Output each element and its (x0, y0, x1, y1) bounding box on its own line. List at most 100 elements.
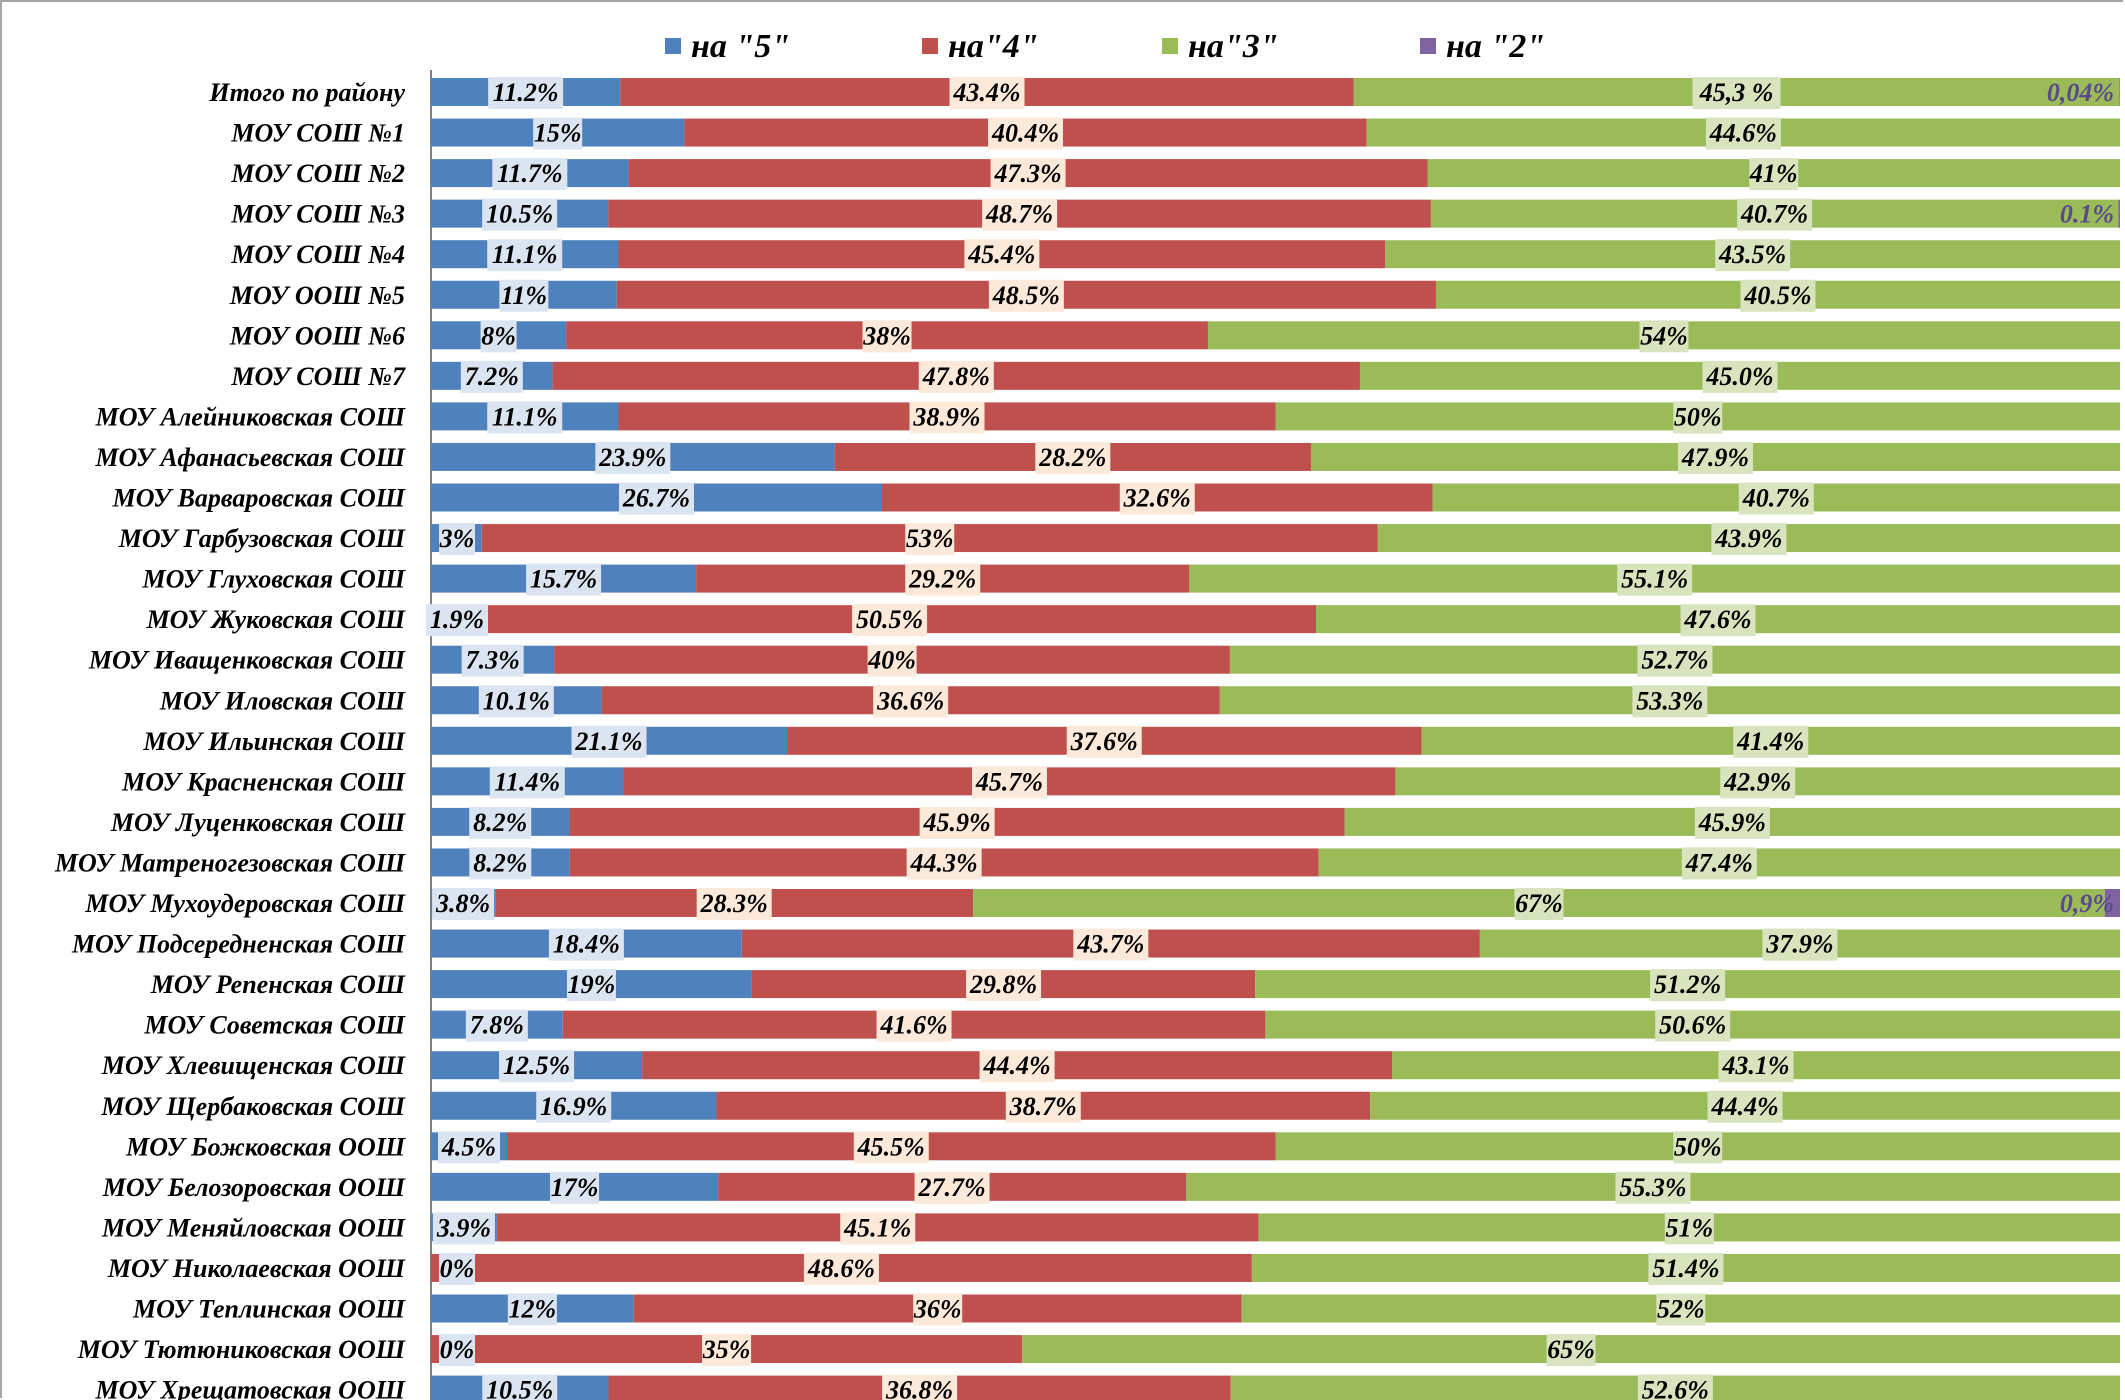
data-label-bg (487, 401, 563, 434)
data-label-bg (492, 158, 568, 191)
data-label: 0.1% (2060, 200, 2114, 229)
category-label: МОУ Щербаковская СОШ (100, 1092, 405, 1121)
data-label: 45.0% (1705, 362, 1773, 391)
data-label-bg (1035, 441, 1111, 474)
data-label: 51.4% (1652, 1254, 1719, 1283)
data-label: 11.2% (493, 78, 559, 107)
category-label: МОУ Советская СОШ (143, 1011, 405, 1040)
data-label-bg (971, 766, 1047, 799)
legend: на "5" на"4" на"3" на "2" (665, 28, 1545, 65)
data-label: 45.1% (843, 1213, 911, 1242)
category-label: МОУ Теплинская ООШ (132, 1295, 406, 1324)
data-label: 50% (1674, 402, 1722, 431)
category-label: МОУ Гарбузовская СОШ (118, 524, 406, 553)
category-label: МОУ Матреногезовская СОШ (54, 848, 406, 877)
data-label: 12.5% (503, 1051, 570, 1080)
data-label: 32.6% (1123, 484, 1191, 513)
data-label-bg (1650, 969, 1726, 1002)
data-label: 0% (440, 1254, 475, 1283)
data-label-bg (489, 766, 565, 799)
category-label: МОУ Белозоровская ООШ (102, 1173, 406, 1202)
data-label: 43.4% (952, 78, 1020, 107)
data-label-bg (482, 1374, 558, 1400)
category-label: МОУ Глуховская СОШ (142, 565, 406, 594)
data-label: 47.9% (1681, 443, 1749, 472)
data-label: 43.5% (1718, 240, 1786, 269)
data-label: 50% (1674, 1132, 1722, 1161)
category-label: МОУ Тютюниковская ООШ (77, 1335, 406, 1364)
category-label: МОУ СОШ №3 (230, 200, 405, 229)
data-label: 19% (568, 970, 616, 999)
data-label: 1.9% (430, 605, 484, 634)
data-label: 11.4% (494, 767, 560, 796)
data-label: 44.4% (1710, 1092, 1778, 1121)
data-label: 3% (439, 524, 475, 553)
bars (431, 78, 2120, 1400)
data-label-bg (862, 320, 912, 353)
data-label-bg (507, 1293, 557, 1326)
legend-label-2: на"3" (1188, 28, 1279, 65)
data-label-bg (550, 1171, 600, 1204)
data-label-bg (906, 847, 982, 880)
data-label-bg (1637, 644, 1713, 677)
data-label: 36.8% (885, 1376, 953, 1400)
category-label: МОУ Жуковская СОШ (146, 605, 406, 634)
data-label-bg (439, 1334, 475, 1367)
category-label: МОУ Иващенковская СОШ (88, 646, 406, 675)
category-label: МОУ Николаевская ООШ (107, 1254, 406, 1283)
data-label: 23.9% (598, 443, 666, 472)
data-label-bg (1681, 847, 1757, 880)
data-label: 10.5% (486, 1376, 553, 1400)
data-label-bg (909, 401, 985, 434)
data-label-bg (533, 117, 583, 150)
data-label-bg (966, 969, 1042, 1002)
legend-swatch-2 (1162, 38, 1178, 54)
data-label-bg (469, 847, 532, 880)
data-label: 3.9% (436, 1213, 491, 1242)
category-label: МОУ СОШ №2 (230, 159, 405, 188)
data-label-bg (873, 685, 949, 718)
data-label-bg (548, 928, 624, 961)
category-label: Итого по району (208, 78, 405, 107)
data-label-bg (1720, 766, 1796, 799)
legend-swatch-0 (665, 38, 681, 54)
data-label-bg (438, 1131, 501, 1164)
data-label: 55.1% (1621, 565, 1688, 594)
data-label-bg (1749, 158, 1799, 191)
category-label: МОУ Репенская СОШ (150, 970, 406, 999)
data-label-bg (536, 1090, 612, 1123)
data-label: 11% (501, 281, 547, 310)
data-label: 4.5% (441, 1132, 496, 1161)
data-label: 15.7% (530, 565, 597, 594)
data-label-bg (1648, 1252, 1724, 1285)
data-label: 18.4% (553, 930, 620, 959)
data-label: 47.3% (993, 159, 1061, 188)
data-label-bg (439, 1252, 475, 1285)
category-label: МОУ Хлевищенская СОШ (101, 1051, 406, 1080)
category-label: МОУ Луценковская СОШ (110, 808, 406, 837)
data-label-bg (882, 1374, 958, 1400)
data-label-bg (1762, 928, 1838, 961)
data-label-bg (1692, 77, 1781, 109)
data-label: 11.1% (492, 402, 558, 431)
data-label-bg (1677, 441, 1753, 474)
data-label: 47.8% (922, 362, 990, 391)
data-label: 47.6% (1683, 605, 1751, 634)
data-label-bg (1005, 1090, 1081, 1123)
data-label: 0% (440, 1335, 475, 1364)
data-label: 40.5% (1743, 281, 1811, 310)
data-label: 55.3% (1619, 1173, 1686, 1202)
data-label-bg (469, 806, 532, 839)
data-label-bg (461, 644, 524, 677)
category-label: МОУ СОШ №7 (230, 362, 406, 391)
data-label-bg (478, 685, 554, 718)
data-label: 45.7% (975, 767, 1043, 796)
data-label-bg (1740, 279, 1816, 312)
category-label: МОУ Алейниковская СОШ (95, 402, 406, 431)
data-label: 3.8% (435, 889, 490, 918)
data-label: 35% (702, 1335, 751, 1364)
data-label: 65% (1547, 1335, 1595, 1364)
data-label-bg (1702, 360, 1778, 393)
data-label-bg (1673, 1131, 1723, 1164)
